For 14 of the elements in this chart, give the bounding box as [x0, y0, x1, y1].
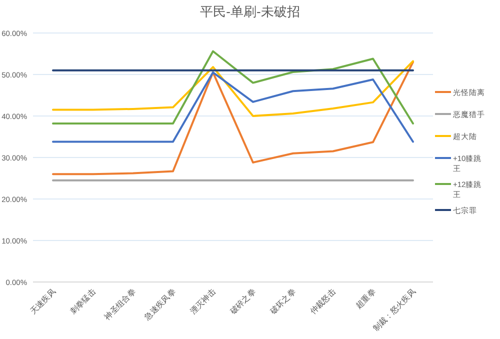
x-tick-label: 仲裁怒击 [308, 287, 338, 316]
x-tick-label: 天速疾风 [28, 287, 58, 316]
x-tick-label: 湮灭神击 [188, 287, 218, 316]
x-tick-label: 破碎之拳 [228, 287, 258, 317]
x-tick-label: 急速疾风拳 [142, 287, 178, 322]
line-series [52, 60, 414, 117]
x-tick-label: 超重拳 [354, 287, 378, 310]
x-tick-label: 神圣组合拳 [102, 287, 138, 322]
x-tick-label: 刺拳猛击 [68, 287, 98, 316]
line-series [52, 50, 414, 124]
line-series [52, 61, 414, 176]
x-tick-label: 破坏之拳 [268, 287, 298, 317]
line-series [52, 71, 414, 143]
chart-title: 平民-单刷-未破招 [200, 4, 300, 19]
